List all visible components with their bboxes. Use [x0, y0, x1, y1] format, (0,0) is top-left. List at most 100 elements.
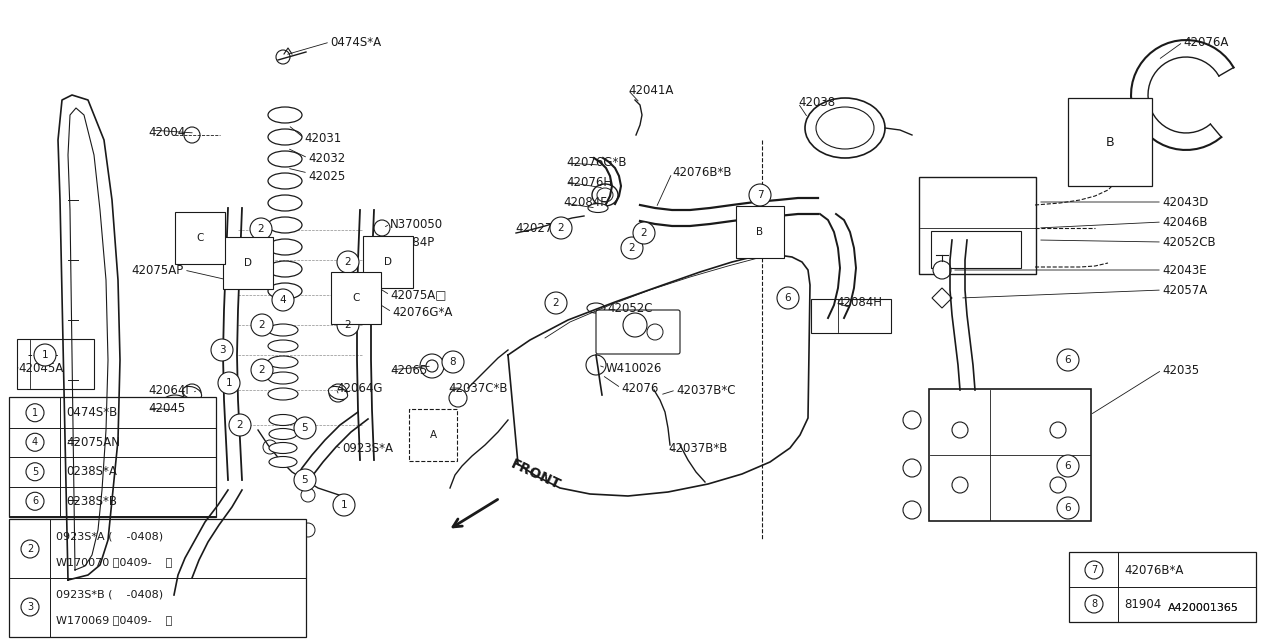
Text: 0923S*B (    -0408): 0923S*B ( -0408): [56, 589, 163, 599]
Circle shape: [646, 324, 663, 340]
Text: 42064G: 42064G: [335, 381, 383, 394]
FancyBboxPatch shape: [929, 389, 1091, 521]
Circle shape: [1050, 477, 1066, 493]
Text: 42037C*B: 42037C*B: [448, 381, 507, 394]
Text: A420001365: A420001365: [1169, 603, 1239, 613]
Circle shape: [276, 50, 291, 64]
Circle shape: [250, 218, 273, 240]
Circle shape: [38, 345, 58, 365]
Circle shape: [420, 354, 444, 378]
Circle shape: [1085, 595, 1103, 613]
Text: 4: 4: [280, 295, 287, 305]
Text: 42057A: 42057A: [1162, 284, 1207, 296]
Ellipse shape: [365, 243, 387, 253]
Ellipse shape: [817, 107, 874, 149]
Text: 1: 1: [340, 500, 347, 510]
Ellipse shape: [591, 184, 618, 206]
Text: 42076B*B: 42076B*B: [672, 166, 731, 179]
Text: 42043E: 42043E: [1162, 264, 1207, 276]
Text: 2: 2: [344, 320, 351, 330]
FancyBboxPatch shape: [1069, 552, 1256, 622]
Text: 42025: 42025: [308, 170, 346, 182]
Text: 42038: 42038: [797, 97, 835, 109]
Circle shape: [933, 261, 951, 279]
Text: 3: 3: [219, 345, 225, 355]
FancyBboxPatch shape: [9, 519, 306, 637]
Text: 42075A□: 42075A□: [390, 289, 447, 301]
Text: 0923S*A: 0923S*A: [342, 442, 393, 456]
Text: C: C: [352, 293, 360, 303]
Text: 42037B*B: 42037B*B: [668, 442, 727, 454]
Text: 42032: 42032: [308, 152, 346, 164]
Circle shape: [623, 313, 646, 337]
Circle shape: [634, 222, 655, 244]
Circle shape: [218, 372, 241, 394]
Text: 81904: 81904: [1124, 598, 1161, 611]
Circle shape: [184, 127, 200, 143]
Circle shape: [586, 355, 605, 375]
Text: W170069 〈0409-    〉: W170069 〈0409- 〉: [56, 615, 173, 625]
Circle shape: [337, 251, 358, 273]
Ellipse shape: [268, 261, 302, 277]
Text: 4: 4: [32, 437, 38, 447]
Text: 42046B: 42046B: [1162, 216, 1207, 228]
Text: 42076G*A: 42076G*A: [392, 305, 452, 319]
Text: 2: 2: [259, 365, 265, 375]
Text: 42043D: 42043D: [1162, 195, 1208, 209]
Text: 5: 5: [302, 475, 308, 485]
Text: 8: 8: [1091, 599, 1097, 609]
Text: 1: 1: [225, 378, 232, 388]
Circle shape: [329, 384, 347, 402]
Text: 42004: 42004: [148, 127, 186, 140]
Text: 6: 6: [1065, 355, 1071, 365]
Text: 2: 2: [257, 224, 264, 234]
Ellipse shape: [268, 283, 302, 299]
Ellipse shape: [268, 239, 302, 255]
Circle shape: [1057, 349, 1079, 371]
Text: 42075AP: 42075AP: [131, 264, 183, 276]
Text: 2: 2: [628, 243, 635, 253]
Text: 42027: 42027: [515, 221, 553, 234]
Ellipse shape: [182, 387, 202, 399]
Ellipse shape: [268, 372, 298, 384]
Text: D: D: [244, 258, 252, 268]
Circle shape: [952, 477, 968, 493]
Text: 42031: 42031: [305, 131, 342, 145]
Circle shape: [294, 417, 316, 439]
Circle shape: [621, 237, 643, 259]
Ellipse shape: [268, 151, 302, 167]
Ellipse shape: [269, 442, 297, 454]
Circle shape: [26, 492, 44, 510]
Text: 42052CB: 42052CB: [1162, 236, 1216, 248]
Text: 2: 2: [641, 228, 648, 238]
Text: W170070 〈0409-    〉: W170070 〈0409- 〉: [56, 557, 173, 567]
Text: 6: 6: [1065, 461, 1071, 471]
Circle shape: [777, 287, 799, 309]
Ellipse shape: [268, 107, 302, 123]
Text: 42076A: 42076A: [1183, 35, 1229, 49]
Ellipse shape: [268, 195, 302, 211]
Text: 6: 6: [1065, 503, 1071, 513]
Text: 42076H: 42076H: [566, 175, 612, 189]
Circle shape: [550, 217, 572, 239]
Ellipse shape: [161, 395, 189, 415]
Circle shape: [26, 433, 44, 451]
Circle shape: [211, 339, 233, 361]
Ellipse shape: [805, 98, 884, 158]
Circle shape: [442, 351, 465, 373]
Text: 42041A: 42041A: [628, 83, 673, 97]
Text: 0923S*A (    -0408): 0923S*A ( -0408): [56, 531, 163, 541]
Text: 2: 2: [553, 298, 559, 308]
Text: 42084H: 42084H: [836, 296, 882, 310]
Circle shape: [251, 314, 273, 336]
Circle shape: [374, 220, 390, 236]
Ellipse shape: [588, 303, 605, 313]
Circle shape: [545, 292, 567, 314]
Polygon shape: [932, 288, 952, 308]
FancyBboxPatch shape: [919, 177, 1036, 274]
Circle shape: [1057, 455, 1079, 477]
Text: 3: 3: [192, 223, 198, 233]
Circle shape: [337, 314, 358, 336]
Text: 42076B*A: 42076B*A: [1124, 563, 1184, 577]
Circle shape: [251, 359, 273, 381]
